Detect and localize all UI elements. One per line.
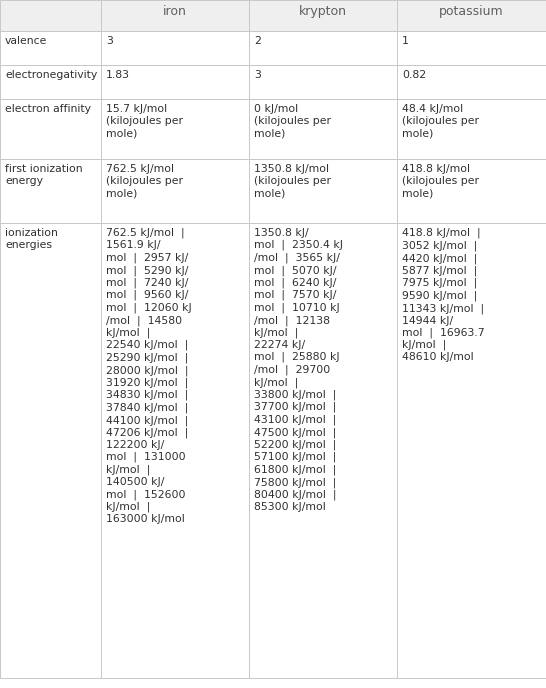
Text: 1350.8 kJ/mol
(kilojoules per
mole): 1350.8 kJ/mol (kilojoules per mole): [254, 164, 331, 198]
Text: 0.82: 0.82: [402, 70, 426, 80]
Text: 3: 3: [106, 36, 113, 46]
Bar: [397, 159, 546, 223]
Bar: [101, 159, 249, 223]
Bar: [0, 31, 101, 65]
Bar: [249, 65, 397, 99]
Bar: [397, 31, 546, 65]
Text: 3: 3: [254, 70, 261, 80]
Text: valence: valence: [5, 36, 48, 46]
Text: first ionization
energy: first ionization energy: [5, 164, 82, 186]
Bar: [101, 99, 249, 159]
Bar: [0, 65, 101, 99]
Text: ionization
energies: ionization energies: [5, 228, 58, 250]
Text: 1350.8 kJ/
mol  |  2350.4 kJ
/mol  |  3565 kJ/
mol  |  5070 kJ/
mol  |  6240 kJ/: 1350.8 kJ/ mol | 2350.4 kJ /mol | 3565 k…: [254, 228, 343, 512]
Bar: [249, 31, 397, 65]
Bar: [0, 223, 101, 678]
Text: 2: 2: [254, 36, 261, 46]
Text: 15.7 kJ/mol
(kilojoules per
mole): 15.7 kJ/mol (kilojoules per mole): [106, 104, 183, 138]
Bar: [101, 31, 249, 65]
Bar: [0, 99, 101, 159]
Bar: [101, 223, 249, 678]
Text: 762.5 kJ/mol  |
1561.9 kJ/
mol  |  2957 kJ/
mol  |  5290 kJ/
mol  |  7240 kJ/
mo: 762.5 kJ/mol | 1561.9 kJ/ mol | 2957 kJ/…: [106, 228, 192, 524]
Bar: [397, 0, 546, 31]
Text: electronegativity: electronegativity: [5, 70, 97, 80]
Text: 418.8 kJ/mol
(kilojoules per
mole): 418.8 kJ/mol (kilojoules per mole): [402, 164, 479, 198]
Text: krypton: krypton: [299, 5, 347, 18]
Bar: [249, 223, 397, 678]
Text: 48.4 kJ/mol
(kilojoules per
mole): 48.4 kJ/mol (kilojoules per mole): [402, 104, 479, 138]
Text: 1.83: 1.83: [106, 70, 130, 80]
Text: iron: iron: [163, 5, 187, 18]
Bar: [249, 0, 397, 31]
Bar: [397, 65, 546, 99]
Text: 0 kJ/mol
(kilojoules per
mole): 0 kJ/mol (kilojoules per mole): [254, 104, 331, 138]
Bar: [101, 0, 249, 31]
Text: 418.8 kJ/mol  |
3052 kJ/mol  |
4420 kJ/mol  |
5877 kJ/mol  |
7975 kJ/mol  |
9590: 418.8 kJ/mol | 3052 kJ/mol | 4420 kJ/mol…: [402, 228, 485, 363]
Text: 1: 1: [402, 36, 409, 46]
Bar: [249, 159, 397, 223]
Bar: [101, 65, 249, 99]
Bar: [397, 223, 546, 678]
Text: potassium: potassium: [439, 5, 504, 18]
Text: 762.5 kJ/mol
(kilojoules per
mole): 762.5 kJ/mol (kilojoules per mole): [106, 164, 183, 198]
Bar: [397, 99, 546, 159]
Bar: [249, 99, 397, 159]
Bar: [0, 0, 101, 31]
Text: electron affinity: electron affinity: [5, 104, 91, 114]
Bar: [0, 159, 101, 223]
